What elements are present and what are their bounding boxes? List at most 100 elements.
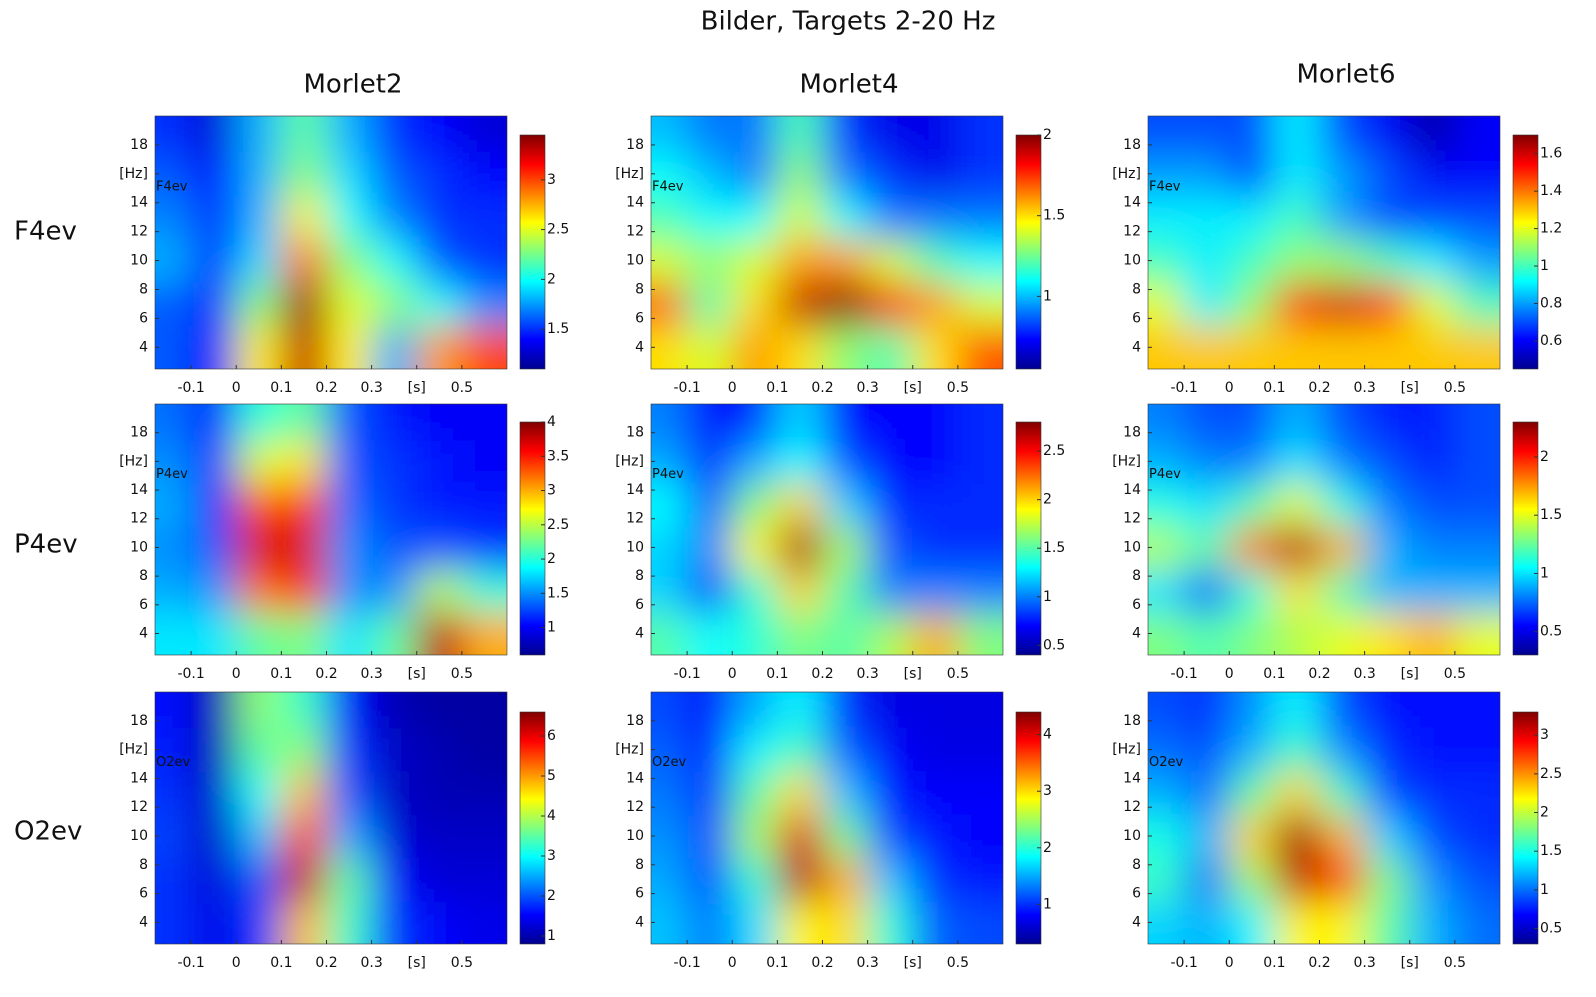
heatmap-cell (417, 858, 463, 902)
heatmap-cell (868, 196, 914, 240)
heatmap-cell (281, 440, 327, 484)
x-tick-label: 0 (728, 380, 737, 396)
colorbar-tick-label: 2.5 (1043, 443, 1065, 459)
y-tick-label: 18 (626, 137, 644, 153)
heatmap-cell (822, 814, 868, 858)
heatmap-cell (1319, 569, 1365, 613)
heatmap-cell (1410, 901, 1456, 993)
heatmap-cell (417, 483, 463, 527)
x-tick-label: -0.1 (1170, 666, 1197, 682)
heatmap-cell (687, 282, 733, 326)
x-tick-label: 0.1 (766, 380, 788, 396)
colorbar-tick-label: 1.5 (1540, 843, 1562, 859)
heatmap-cell (822, 282, 868, 326)
heatmap-cell (1184, 152, 1230, 196)
y-tick-label: 4 (1132, 914, 1141, 930)
y-tick-label: 6 (139, 886, 148, 902)
heatmap-cell (1184, 483, 1230, 527)
heatmap-cell (281, 526, 327, 570)
heatmap-cell (1274, 771, 1320, 815)
y-tick-label: [Hz] (615, 742, 644, 758)
y-tick-label: 8 (139, 568, 148, 584)
heatmap-cell (1365, 771, 1411, 815)
y-tick-label: 6 (635, 310, 644, 326)
heatmap-cell (822, 728, 868, 772)
heatmap-cell (732, 814, 778, 858)
heatmap-cell (1410, 440, 1456, 484)
heatmap-cell (1274, 901, 1320, 993)
colorbar (1513, 135, 1538, 369)
heatmap-cell (417, 196, 463, 240)
heatmap-cell (822, 152, 868, 196)
y-tick-label: 12 (1123, 224, 1141, 240)
heatmap-cell (913, 901, 959, 993)
x-tick-label: 0.1 (270, 666, 292, 682)
colorbar-tick-label: 1.6 (1540, 146, 1562, 162)
heatmap-cell (687, 440, 733, 484)
y-tick-label: 18 (130, 425, 148, 441)
y-tick-label: 12 (130, 799, 148, 815)
colorbar-tick-label: 1 (547, 928, 556, 944)
panel-label: F4ev (652, 179, 684, 194)
colorbar-tick-label: 3 (547, 172, 556, 188)
heatmap-cell (732, 858, 778, 902)
heatmap-cell (1410, 239, 1456, 283)
row-label: O2ev (14, 817, 82, 847)
heatmap-cell (732, 440, 778, 484)
panel-label: P4ev (1149, 467, 1181, 482)
heatmap-cell (372, 483, 418, 527)
heatmap-cells (582, 49, 1064, 430)
heatmap-cell (732, 526, 778, 570)
heatmap-cell (1229, 196, 1275, 240)
heatmap-cell (417, 239, 463, 283)
colorbar-tick-label: 3.5 (547, 448, 569, 464)
x-tick-label: 0.5 (947, 380, 969, 396)
colorbar-tick-label: 0.5 (1540, 921, 1562, 937)
heatmap-cell (868, 771, 914, 815)
heatmap-cell (687, 771, 733, 815)
colorbar (1513, 712, 1538, 944)
heatmap-cell (868, 858, 914, 902)
heatmap-cell (281, 569, 327, 613)
y-tick-label: 6 (635, 886, 644, 902)
y-tick-label: [Hz] (119, 453, 148, 469)
colorbar-tick-label: 0.6 (1540, 333, 1562, 349)
heatmap-cell (822, 196, 868, 240)
heatmap-cell (191, 569, 237, 613)
y-tick-label: 10 (130, 539, 148, 555)
heatmap-cell (326, 814, 372, 858)
x-tick-label: 0.3 (1353, 955, 1375, 971)
y-tick-label: 4 (139, 914, 148, 930)
heatmap-cell (281, 49, 327, 153)
heatmap-cell (1319, 239, 1365, 283)
x-tick-label: [s] (1401, 955, 1419, 971)
heatmap-cell (687, 526, 733, 570)
x-tick-label: 0 (728, 955, 737, 971)
colorbar-tick-label: 1.5 (1043, 208, 1065, 224)
heatmap-cell (1319, 858, 1365, 902)
colorbar-tick-label: 1.5 (1540, 507, 1562, 523)
x-tick-label: -0.1 (1170, 380, 1197, 396)
y-tick-label: 6 (139, 310, 148, 326)
heatmap-cell (191, 483, 237, 527)
heatmap-cell (236, 196, 282, 240)
x-tick-label: [s] (408, 666, 426, 682)
heatmap-cell (1184, 282, 1230, 326)
heatmap-cell (1455, 526, 1561, 570)
colorbar-tick-label: 1.5 (547, 321, 569, 337)
heatmap-cell (1365, 526, 1411, 570)
column-title: Morlet4 (800, 70, 899, 100)
heatmap-cell (417, 814, 463, 858)
heatmap-cell (868, 483, 914, 527)
colorbar-tick-label: 2.5 (547, 222, 569, 238)
heatmap-cell (1319, 814, 1365, 858)
heatmap-cell (417, 152, 463, 196)
heatmap-cell (326, 152, 372, 196)
y-tick-label: 14 (1123, 482, 1141, 498)
panel: -0.100.10.20.3[s]0.5468101214[Hz]18F4ev0… (1079, 49, 1562, 430)
heatmap-cell (868, 814, 914, 858)
heatmap-cell (777, 196, 823, 240)
heatmap-cell (868, 239, 914, 283)
heatmap-cell (191, 728, 237, 772)
heatmap-cell (281, 858, 327, 902)
